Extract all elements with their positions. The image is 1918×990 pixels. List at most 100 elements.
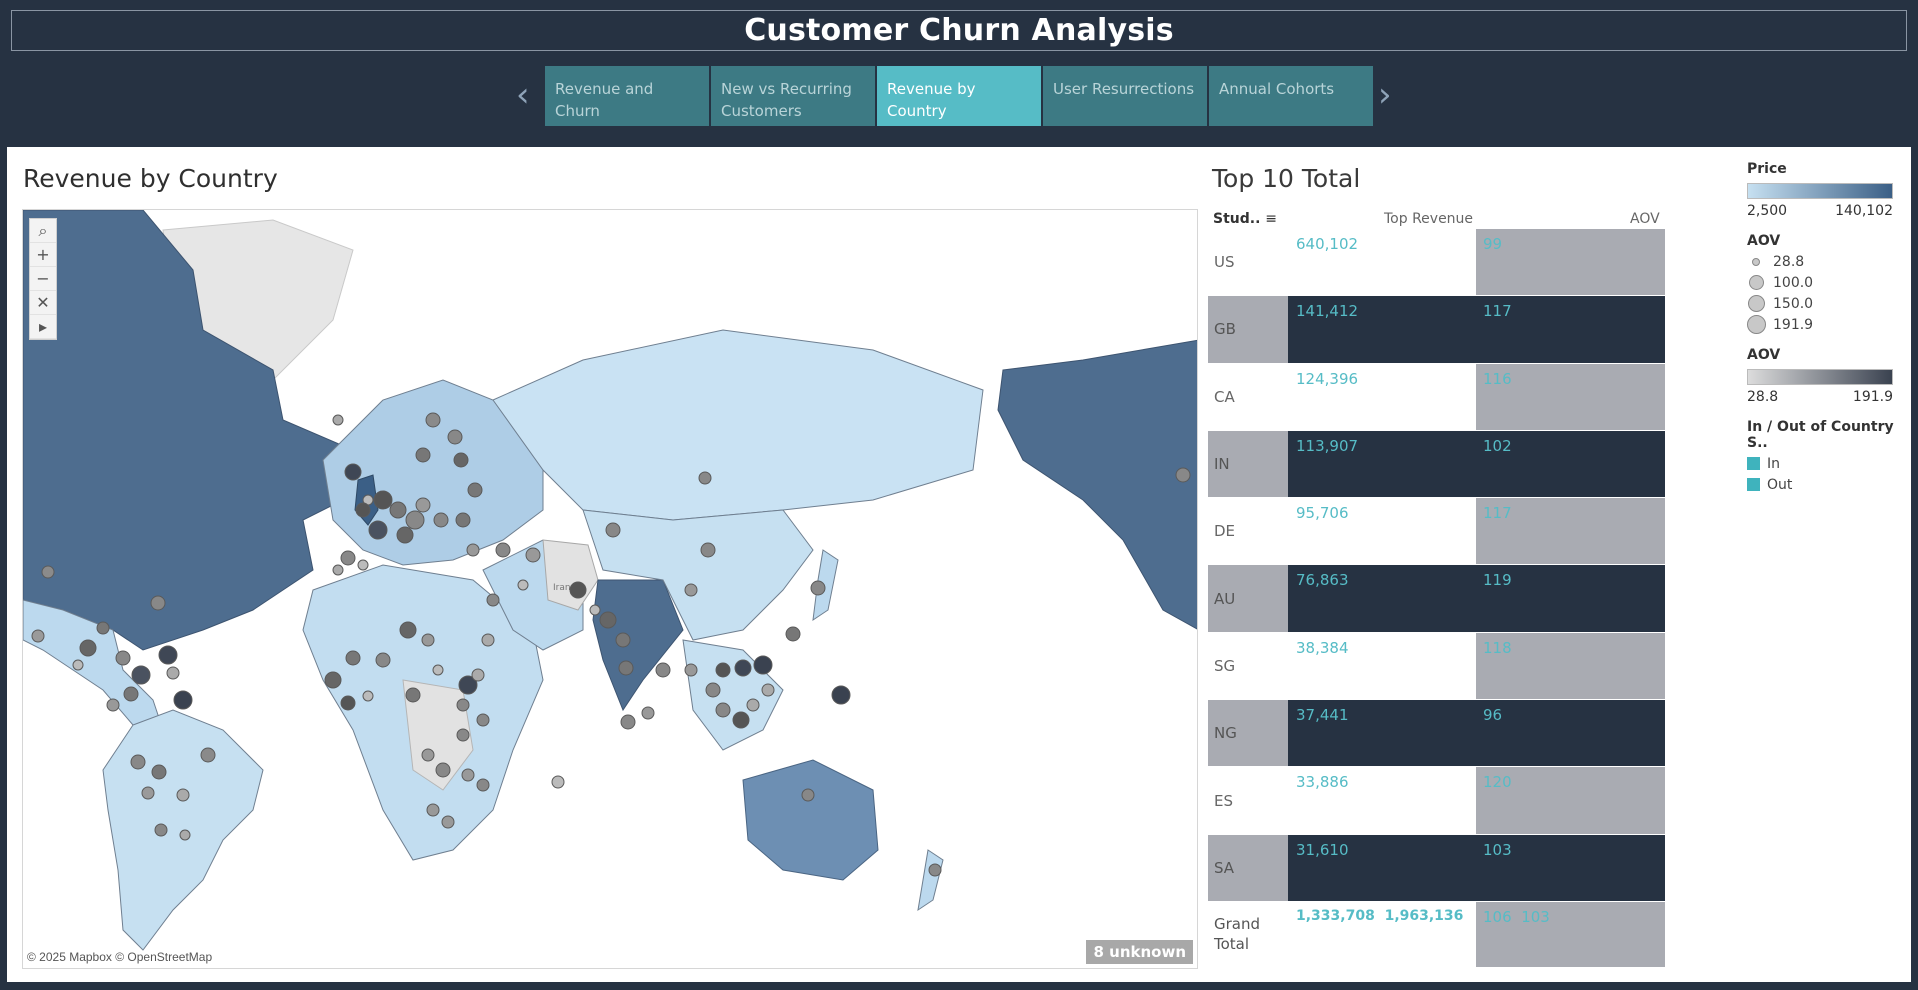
country-dot[interactable]	[332, 564, 344, 576]
country-dot[interactable]	[96, 621, 110, 635]
play-icon[interactable]: ▸	[30, 315, 56, 339]
country-dot[interactable]	[389, 501, 407, 519]
country-dot[interactable]	[435, 762, 451, 778]
country-dot[interactable]	[456, 728, 470, 742]
country-dot[interactable]	[115, 650, 131, 666]
country-dot[interactable]	[433, 512, 449, 528]
tab-new-vs-recurring[interactable]: New vs Recurring Customers	[711, 66, 875, 126]
grand-total-row[interactable]: Grand Total 1,333,708 1,963,136 106 103	[1208, 901, 1667, 968]
country-dot[interactable]	[106, 698, 120, 712]
country-dot[interactable]	[166, 666, 180, 680]
map-region-iran[interactable]	[542, 539, 599, 611]
country-dot[interactable]	[453, 452, 469, 468]
sort-icon[interactable]: ≡	[1265, 211, 1278, 227]
country-dot[interactable]	[1175, 467, 1191, 483]
clear-selection-icon[interactable]: ✕	[30, 291, 56, 315]
country-dots[interactable]	[31, 412, 1191, 877]
country-dot[interactable]	[481, 633, 495, 647]
chevron-left-icon[interactable]: ‹	[516, 75, 530, 115]
map-region-east-asia[interactable]	[582, 509, 814, 641]
country-dot[interactable]	[785, 626, 801, 642]
country-dot[interactable]	[551, 775, 565, 789]
country-dot[interactable]	[447, 429, 463, 445]
country-dot[interactable]	[455, 512, 471, 528]
country-dot[interactable]	[486, 593, 500, 607]
table-row[interactable]: US 640,102 99	[1208, 229, 1667, 297]
country-dot[interactable]	[396, 526, 414, 544]
country-dot[interactable]	[154, 823, 168, 837]
country-dot[interactable]	[375, 652, 391, 668]
country-dot[interactable]	[641, 706, 655, 720]
in-out-legend[interactable]: In / Out of Country S.. In Out	[1747, 419, 1911, 495]
country-dot[interactable]	[151, 764, 167, 780]
country-dot[interactable]	[173, 690, 193, 710]
aov-size-item[interactable]: 28.8	[1747, 251, 1813, 272]
aov-size-item[interactable]: 150.0	[1747, 293, 1813, 314]
country-dot[interactable]	[130, 754, 146, 770]
country-dot[interactable]	[684, 583, 698, 597]
country-dot[interactable]	[158, 645, 178, 665]
country-dot[interactable]	[810, 580, 826, 596]
country-dot[interactable]	[441, 815, 455, 829]
country-dot[interactable]	[620, 714, 636, 730]
country-dot[interactable]	[715, 702, 731, 718]
country-dot[interactable]	[179, 829, 191, 841]
tab-revenue-and-churn[interactable]: Revenue and Churn	[545, 66, 709, 126]
map-region-europe[interactable]	[322, 379, 544, 566]
table-row[interactable]: IN 113,907 102	[1208, 430, 1667, 499]
country-dot[interactable]	[615, 632, 631, 648]
chevron-right-icon[interactable]: ›	[1378, 75, 1392, 115]
country-dot[interactable]	[357, 559, 369, 571]
country-dot[interactable]	[655, 662, 671, 678]
world-map-canvas[interactable]: Iran	[23, 210, 1198, 969]
country-dot[interactable]	[123, 686, 139, 702]
table-row[interactable]: GB 141,412 117	[1208, 296, 1667, 364]
country-dot[interactable]	[467, 482, 483, 498]
country-dot[interactable]	[368, 520, 388, 540]
country-dot[interactable]	[801, 788, 815, 802]
country-dot[interactable]	[589, 604, 601, 616]
country-dot[interactable]	[415, 497, 431, 513]
country-dot[interactable]	[461, 768, 475, 782]
table-row[interactable]: CA 124,396 116	[1208, 363, 1667, 431]
country-dot[interactable]	[131, 665, 151, 685]
map-region-australia[interactable]	[742, 759, 879, 881]
country-dot[interactable]	[831, 685, 851, 705]
table-row[interactable]: AU 76,863 119	[1208, 565, 1667, 633]
country-dot[interactable]	[355, 502, 371, 518]
country-dot[interactable]	[421, 748, 435, 762]
country-dot[interactable]	[340, 550, 356, 566]
country-dot[interactable]	[761, 683, 775, 697]
country-dot[interactable]	[340, 695, 356, 711]
zoom-out-icon[interactable]: −	[30, 267, 56, 291]
country-dot[interactable]	[344, 463, 362, 481]
country-dot[interactable]	[928, 863, 942, 877]
tab-annual-cohorts[interactable]: Annual Cohorts	[1209, 66, 1373, 126]
country-dot[interactable]	[471, 668, 485, 682]
country-dot[interactable]	[373, 490, 393, 510]
country-dot[interactable]	[517, 579, 529, 591]
country-dot[interactable]	[421, 633, 435, 647]
country-dot[interactable]	[41, 565, 55, 579]
country-dot[interactable]	[324, 671, 342, 689]
map-region-japan[interactable]	[812, 549, 839, 622]
country-dot[interactable]	[415, 447, 431, 463]
tab-user-resurrections[interactable]: User Resurrections	[1043, 66, 1207, 126]
country-dot[interactable]	[495, 542, 511, 558]
map-region-russia[interactable]	[492, 329, 984, 521]
country-dot[interactable]	[684, 663, 698, 677]
country-dot[interactable]	[72, 659, 84, 671]
country-dot[interactable]	[700, 542, 716, 558]
country-dot[interactable]	[432, 664, 444, 676]
world-map[interactable]: Iran	[22, 209, 1198, 969]
country-dot[interactable]	[141, 786, 155, 800]
aov-size-item[interactable]: 191.9	[1747, 314, 1813, 335]
country-dot[interactable]	[753, 655, 773, 675]
table-row[interactable]: DE 95,706 117	[1208, 498, 1667, 566]
revenue-column-header[interactable]: Top Revenue	[1384, 211, 1474, 227]
country-dot[interactable]	[746, 698, 760, 712]
country-dot[interactable]	[405, 687, 421, 703]
zoom-in-icon[interactable]: +	[30, 243, 56, 267]
country-dot[interactable]	[734, 659, 752, 677]
map-region-new-zealand[interactable]	[917, 849, 944, 912]
